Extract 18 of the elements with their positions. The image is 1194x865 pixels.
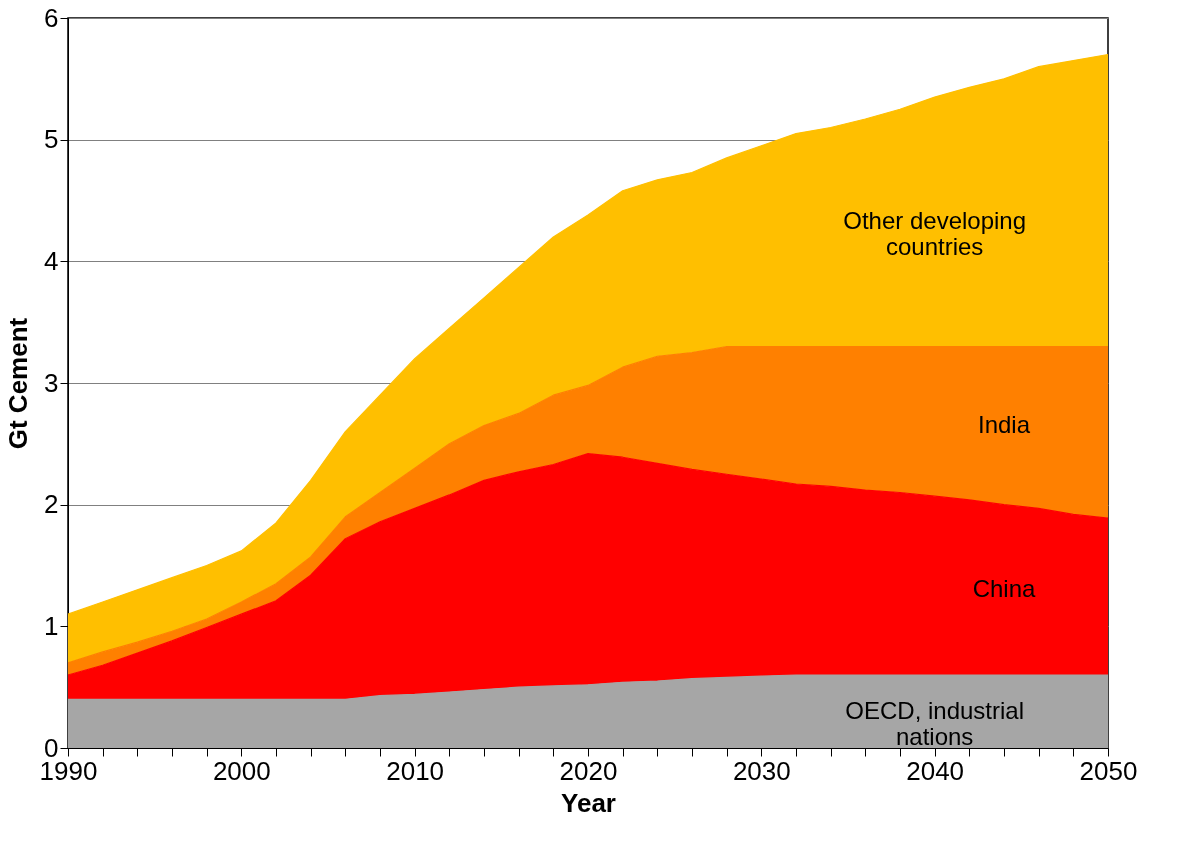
x-tick-label: 2020 — [559, 755, 618, 786]
x-axis-title: Year — [561, 787, 616, 818]
y-tick-label: 5 — [44, 124, 59, 155]
y-tick-label: 0 — [44, 732, 59, 763]
x-tick-label: 2050 — [1079, 755, 1138, 786]
series-label: India — [977, 410, 1031, 438]
series-label: China — [972, 574, 1036, 602]
y-tick-label: 2 — [44, 489, 59, 520]
series-label: Other developing countries — [843, 206, 1027, 260]
x-tick-label: 2040 — [906, 755, 965, 786]
y-axis-title: Gt Cement — [3, 317, 34, 450]
x-tick-label: 2000 — [212, 755, 271, 786]
y-tick-label: 3 — [44, 367, 59, 398]
y-tick-label: 6 — [44, 2, 59, 33]
x-tick-label: 2010 — [386, 755, 445, 786]
x-tick-label: 2030 — [732, 755, 791, 786]
y-tick-label: 4 — [44, 245, 59, 276]
y-tick-label: 1 — [44, 610, 59, 641]
